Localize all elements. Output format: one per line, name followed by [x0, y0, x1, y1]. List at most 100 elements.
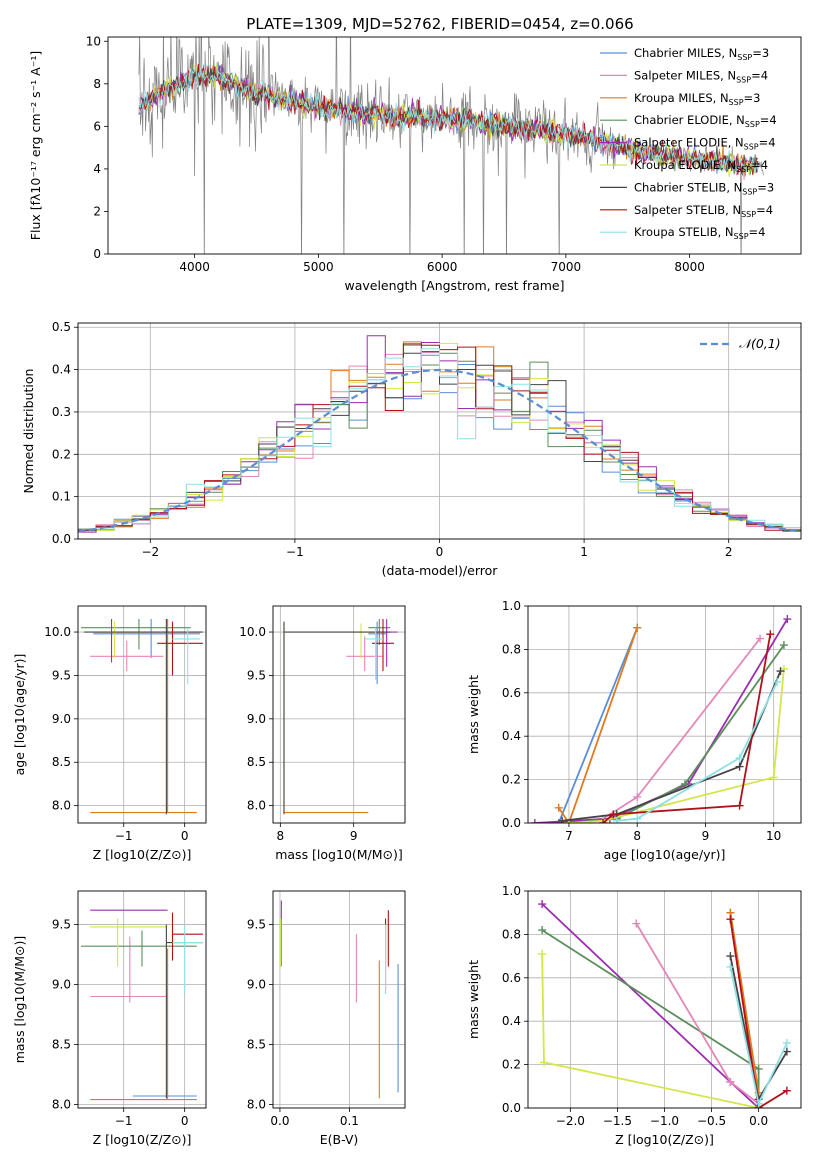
y-tick-label: 9.0 [247, 978, 266, 992]
x-tick-label: 6000 [427, 260, 458, 274]
marker-plus [538, 926, 547, 935]
x-tick-label: 5000 [303, 260, 334, 274]
plot-area [283, 619, 398, 815]
marker-plus [612, 816, 621, 823]
y-tick-label: 9.5 [52, 918, 71, 932]
y-tick-label: 9.5 [247, 668, 266, 682]
x-tick-label: 0 [181, 829, 189, 843]
y-tick-label: 8.0 [52, 1097, 71, 1111]
y-tick-label: 0.2 [52, 447, 71, 461]
marker-plus [754, 1064, 763, 1073]
plot-area [81, 619, 203, 815]
marker-plus [538, 900, 547, 909]
chart-age-vs-Z: −1 0 8.0 8.5 9.0 9.5 10.0 Z [log10(Z/Z⊙)] age [l… [12, 605, 207, 862]
x-tick-label: 1 [580, 545, 588, 559]
legend-label: Chabrier ELODIE, NSSP=4 [634, 113, 777, 129]
y-tick-label: 0.4 [52, 363, 71, 377]
y-axis-label: mass weight [466, 960, 481, 1039]
legend-label: Kroupa STELIB, NSSP=4 [634, 225, 765, 241]
y-tick-label: 0.2 [502, 1058, 521, 1072]
x-tick-label: 9 [350, 829, 358, 843]
axes-frame [527, 605, 802, 824]
x-tick-label: −1.5 [603, 1114, 632, 1128]
x-tick-label: 0 [181, 1114, 189, 1128]
y-tick-label: 0.0 [52, 532, 71, 546]
x-tick-label: −1 [115, 829, 133, 843]
chart-mass-vs-Z: −1 0 8.0 8.5 9.0 9.5 Z [log10(Z/Z⊙)] mass [log1… [12, 890, 207, 1147]
x-tick-label: 8 [277, 829, 285, 843]
x-axis-label: E(B-V) [320, 1132, 359, 1147]
weight-line-chabrier-elodie [541, 929, 760, 1108]
marker-plus [554, 803, 563, 812]
y-tick-label: 0.6 [502, 686, 521, 700]
legend-label: Salpeter STELIB, NSSP=4 [634, 203, 773, 219]
axes-frame [107, 36, 802, 255]
marker-plus [776, 667, 785, 676]
gaussian-curve [78, 368, 801, 533]
x-tick-label: 8 [633, 829, 641, 843]
marker-plus [726, 962, 735, 971]
marker-plus [540, 1058, 549, 1067]
marker-plus [633, 792, 642, 801]
y-tick-label: 0.3 [52, 405, 71, 419]
x-tick-label: 0.0 [270, 1114, 289, 1128]
chart-weight-vs-Z: −2.0 −1.5 −1.0 −0.5 0.0 0.0 0.2 0.4 0.6 0.8 1.0 Z [… [466, 884, 802, 1147]
x-tick-label: −1 [286, 545, 304, 559]
y-tick-label: 9.0 [52, 978, 71, 992]
marker-plus [754, 1099, 763, 1108]
marker-plus [782, 1038, 791, 1047]
plot-area [81, 909, 203, 1101]
y-tick-label: 1.0 [502, 884, 521, 898]
plot-area [530, 615, 792, 823]
weight-line-kroupa-elodie [541, 953, 759, 1108]
chart-mass-vs-ebv: 0.0 0.1 8.0 8.5 9.0 9.5 E(B-V) [247, 890, 406, 1147]
y-tick-label: 8.5 [52, 1037, 71, 1051]
x-tick-label: −1 [115, 1114, 133, 1128]
chart-age-vs-mass: 8 9 8.0 8.5 9.0 9.5 10.0 mass [log10(M/M⊙)] [239, 605, 406, 862]
legend-label: Chabrier STELIB, NSSP=3 [634, 180, 774, 196]
x-tick-label: 4000 [179, 260, 210, 274]
x-axis-label: (data-model)/error [382, 563, 499, 578]
marker-plus [726, 1077, 735, 1086]
axes-frame [77, 890, 207, 1109]
spectrum-legend: Chabrier MILES, NSSP=3 Salpeter MILES, NS… [600, 46, 777, 241]
y-tick-label: 1.0 [502, 599, 521, 613]
weight-line-kroupa-elodie [568, 668, 785, 823]
plot-area [280, 900, 399, 1099]
y-tick-label: 8.5 [247, 1037, 266, 1051]
legend-label: Kroupa ELODIE, NSSP=4 [634, 158, 768, 174]
y-tick-label: 0 [93, 247, 101, 261]
marker-plus [726, 915, 735, 924]
marker-plus [773, 677, 782, 686]
x-axis-label: age [log10(age/yr)] [604, 847, 726, 862]
plot-area [78, 335, 801, 533]
marker-plus [538, 949, 547, 958]
y-tick-label: 10 [86, 34, 101, 48]
hist-step-kroupa-stelib [78, 348, 801, 530]
marker-plus [633, 623, 642, 632]
legend-label: 𝒩(0,1) [739, 336, 781, 351]
x-tick-label: −0.5 [697, 1114, 726, 1128]
marker-plus [530, 819, 539, 823]
x-tick-label: 0 [436, 545, 444, 559]
marker-plus [779, 641, 788, 650]
y-tick-label: 6 [93, 119, 101, 133]
marker-plus [726, 952, 735, 961]
legend-label: Kroupa MILES, NSSP=3 [634, 91, 760, 107]
y-tick-label: 8 [93, 77, 101, 91]
y-tick-label: 9.5 [52, 668, 71, 682]
marker-plus [769, 773, 778, 782]
y-tick-label: 0.0 [502, 816, 521, 830]
y-tick-label: 8.0 [247, 799, 266, 813]
plot-area [538, 900, 791, 1108]
x-tick-label: 2 [725, 545, 733, 559]
legend-label: Salpeter MILES, NSSP=4 [634, 68, 768, 84]
marker-plus [558, 816, 567, 823]
weight-line-kroupa-miles [557, 627, 639, 823]
weight-line-kroupa-stelib [616, 681, 778, 822]
model-line-kroupa-stelib [138, 67, 759, 174]
weight-line-chabrier-miles [557, 627, 639, 823]
marker-plus [756, 634, 765, 643]
